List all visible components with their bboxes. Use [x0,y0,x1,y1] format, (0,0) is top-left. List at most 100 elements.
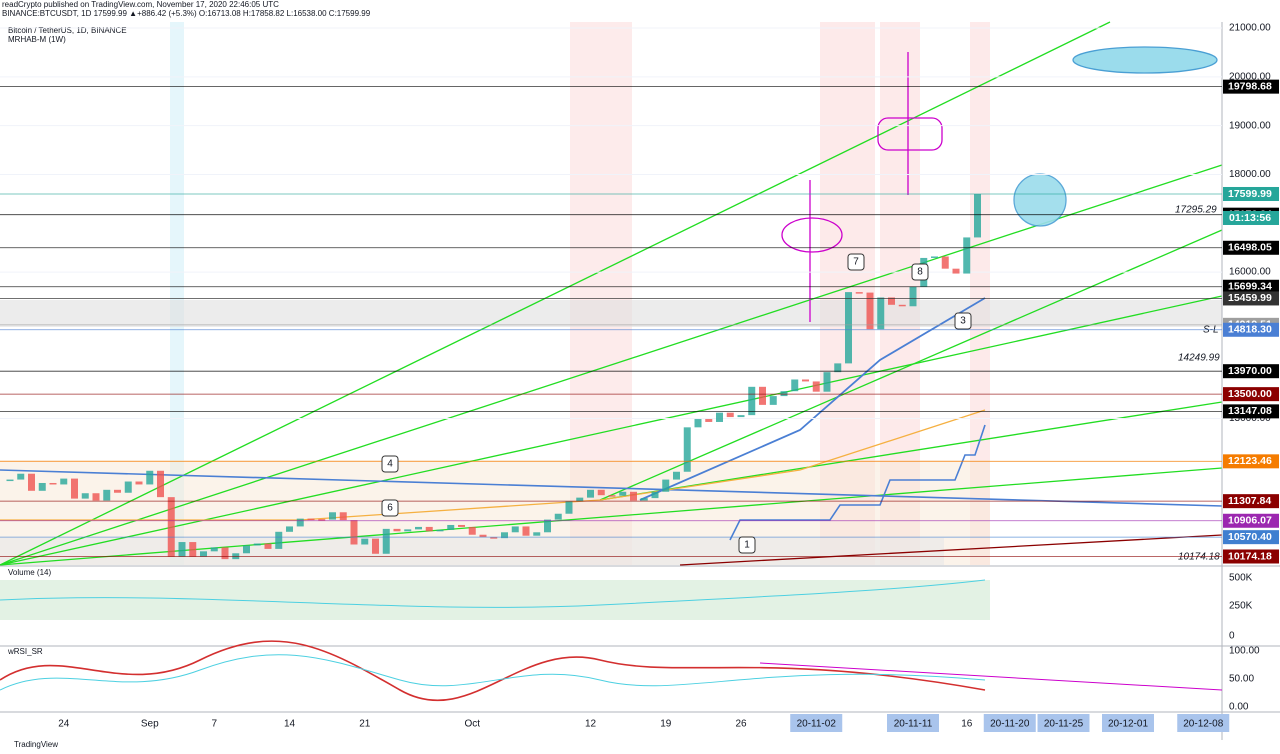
candle [608,495,616,497]
candle [425,526,433,532]
callout-label: 3 [960,316,966,327]
candle [286,526,293,532]
candle [404,529,412,532]
candle [17,473,25,480]
candle [135,481,143,485]
zone [0,300,1222,327]
candle [253,543,261,546]
x-tick-label: 7 [211,719,217,730]
callout-label: 4 [387,459,393,470]
pane-title: wRSI_SR [7,647,43,656]
candle [576,497,584,502]
candle [275,531,283,549]
candle [619,491,627,496]
x-tick-label: 14 [284,719,296,730]
candle [705,419,713,422]
price-tag-label: 19798.68 [1228,80,1272,92]
candle [415,526,422,530]
callout [847,253,865,271]
candle [468,526,476,535]
price-tag [1223,530,1279,545]
price-tag-label: 13500.00 [1228,388,1272,400]
pane-tick: 0.00 [1229,702,1249,713]
candle [458,524,465,527]
candle [694,419,702,428]
y-tick-label: 21000.00 [1229,23,1271,34]
candle [909,286,917,307]
price-tag [1223,387,1279,402]
price-tag-label: 10906.07 [1228,515,1272,527]
volume-ma [0,579,986,608]
candle [114,489,121,493]
x-tick-label: 26 [735,719,747,730]
pane-tick: 100.00 [1229,646,1260,657]
candle [845,292,852,364]
price-tag [1223,454,1279,469]
date-chip [1102,714,1154,732]
countdown-tag [1223,210,1279,225]
candle [38,482,46,491]
callout-label: 1 [744,540,750,551]
candle [683,427,691,472]
y-tick-label: 20000.00 [1229,71,1271,82]
candle [834,363,842,373]
zone [0,538,944,565]
callout [381,455,399,473]
candle [71,478,78,499]
candle [769,396,777,405]
y-tick-label: 19000.00 [1229,120,1271,131]
date-chip [1177,714,1230,732]
candle [802,379,809,382]
candle [544,519,551,533]
callout-label: 8 [917,267,923,278]
candle [178,542,186,557]
candle [963,237,971,274]
x-tick-label: 20-11-02 [797,719,837,730]
candle [243,545,250,554]
pane-tick: 50.00 [1229,674,1254,685]
candle [823,372,831,392]
candle [157,470,164,498]
price-tag-label: 14818.30 [1228,324,1272,336]
date-chip [983,714,1036,732]
candle [350,520,358,545]
x-tick-label: 20-11-25 [1044,719,1084,730]
callout [954,312,972,330]
drawings [0,21,1223,566]
date-chip [1037,714,1090,732]
x-tick-label: 20-12-01 [1108,719,1148,730]
candle [587,489,594,498]
annotation: 17295.29 [1175,205,1217,216]
x-tick-label: 24 [58,719,70,730]
callout [738,536,756,554]
x-tick-label: 21 [359,719,371,730]
candle [941,256,949,269]
candle [748,386,756,416]
annotation: 10174.18 [1178,552,1220,563]
callout-label: 6 [387,503,393,514]
pane-tick: 0 [1229,631,1235,642]
candle [393,528,401,532]
candle [436,529,444,532]
x-tick-label: 12 [585,719,597,730]
rsi-line [0,640,986,702]
pane-title: Volume (14) [8,568,51,577]
candle [898,304,906,307]
candle [759,386,766,405]
candle [318,519,326,521]
symbol: Bitcoin / TetherUS, 1D, BINANCE [8,26,127,35]
price-tag-label: 13970.00 [1228,365,1272,377]
pane-tick: 250K [1229,601,1253,612]
candle [49,482,57,485]
price-tag [1223,404,1279,419]
price-tag-label: 15459.99 [1228,292,1272,304]
candle [726,412,734,418]
candle [716,412,723,422]
candle [146,470,154,485]
candle [630,491,637,501]
candle [307,518,315,521]
candle [221,547,229,560]
price-tag-label: 12123.46 [1228,455,1272,467]
annotation: 14249.99 [1178,353,1220,364]
